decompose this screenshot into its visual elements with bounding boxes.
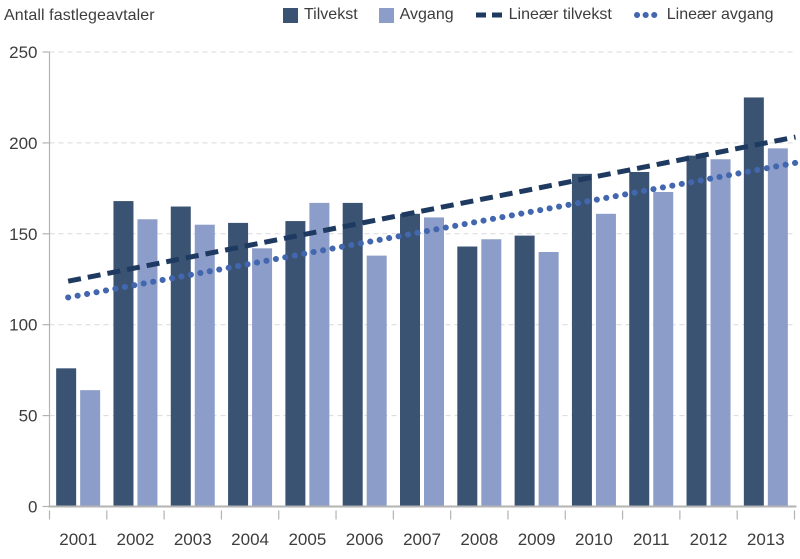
bar-tilvekst-2013	[743, 97, 764, 507]
legend-item-line-r-avgang: Lineær avgang	[633, 6, 774, 24]
bar-avgang-2001	[80, 390, 101, 507]
bar-tilvekst-2004	[228, 222, 249, 507]
legend-label: Lineær tilvekst	[508, 6, 612, 23]
bar-avgang-2010	[595, 213, 616, 507]
legend-item-line-r-tilvekst: Lineær tilvekst	[475, 6, 612, 24]
x-tick-label: 2002	[117, 530, 155, 549]
trendlines	[67, 134, 796, 284]
bar-avgang-2011	[653, 191, 674, 507]
bar-avgang-2012	[710, 159, 731, 507]
y-tick-label: 0	[28, 498, 37, 517]
bar-avgang-2006	[366, 255, 387, 507]
bar-avgang-2002	[137, 219, 158, 507]
bar-avgang-2008	[481, 239, 502, 507]
legend-swatch-icon	[378, 7, 394, 23]
bar-tilvekst-2005	[285, 221, 306, 507]
bar-tilvekst-2001	[56, 368, 77, 507]
dashed-line-icon	[475, 12, 502, 18]
bar-tilvekst-2008	[457, 246, 478, 507]
chart-title: Antall fastlegeavtaler	[4, 7, 155, 24]
x-tick-label: 2007	[403, 530, 441, 549]
x-tick-label: 2004	[231, 530, 269, 549]
x-tick-label: 2003	[174, 530, 212, 549]
x-tick-label: 2013	[747, 530, 785, 549]
y-tick-label: 50	[19, 407, 38, 426]
y-tick-label: 200	[9, 134, 37, 153]
gridlines	[49, 51, 795, 417]
bar-avgang-2004	[252, 248, 273, 507]
bars-avgang	[80, 148, 788, 507]
y-axis: 0 50 100 150 200 250	[9, 43, 51, 517]
legend-item-tilvekst: Tilvekst	[283, 6, 358, 24]
y-tick-label: 150	[9, 225, 37, 244]
x-tick-label: 2008	[460, 530, 498, 549]
legend-label: Lineær avgang	[666, 6, 774, 23]
x-tick-label: 2009	[518, 530, 556, 549]
bar-avgang-2013	[767, 148, 788, 507]
trendline-line-r-tilvekst	[67, 134, 796, 284]
legend: Tilvekst Avgang Lineær tilvekst Lineær avga…	[283, 6, 774, 24]
bars-tilvekst	[56, 97, 764, 507]
y-tick-label: 250	[9, 43, 37, 62]
bar-tilvekst-2009	[514, 235, 535, 507]
legend-item-avgang: Avgang	[378, 6, 454, 24]
trendline-line-r-avgang	[65, 159, 799, 301]
bar-avgang-2007	[424, 217, 444, 507]
bar-tilvekst-2010	[571, 173, 592, 507]
legend-swatch-icon	[283, 7, 298, 23]
bar-tilvekst-2007	[400, 213, 420, 507]
x-tick-label: 2001	[59, 530, 97, 549]
x-axis: 2001 2002 2003 2004 2005 2006 2007 2008 2009 2010…	[48, 505, 797, 549]
bar-tilvekst-2002	[113, 201, 134, 507]
x-tick-label: 2005	[288, 530, 326, 549]
bar-tilvekst-2003	[170, 206, 191, 507]
bar-tilvekst-2012	[686, 155, 707, 507]
bar-avgang-2003	[194, 224, 215, 507]
bar-tilvekst-2011	[629, 171, 650, 507]
bar-avgang-2009	[538, 251, 559, 507]
legend-label: Tilvekst	[304, 6, 358, 23]
bar-avgang-2005	[309, 202, 330, 507]
bar-tilvekst-2006	[342, 202, 363, 507]
y-tick-label: 100	[9, 316, 37, 335]
legend-label: Avgang	[399, 6, 454, 23]
x-tick-label: 2006	[346, 530, 384, 549]
x-tick-label: 2011	[633, 530, 670, 549]
x-tick-label: 2010	[575, 530, 613, 549]
trendlines	[65, 159, 799, 301]
x-tick-label: 2012	[690, 530, 728, 549]
dotted-line-icon	[633, 12, 661, 18]
